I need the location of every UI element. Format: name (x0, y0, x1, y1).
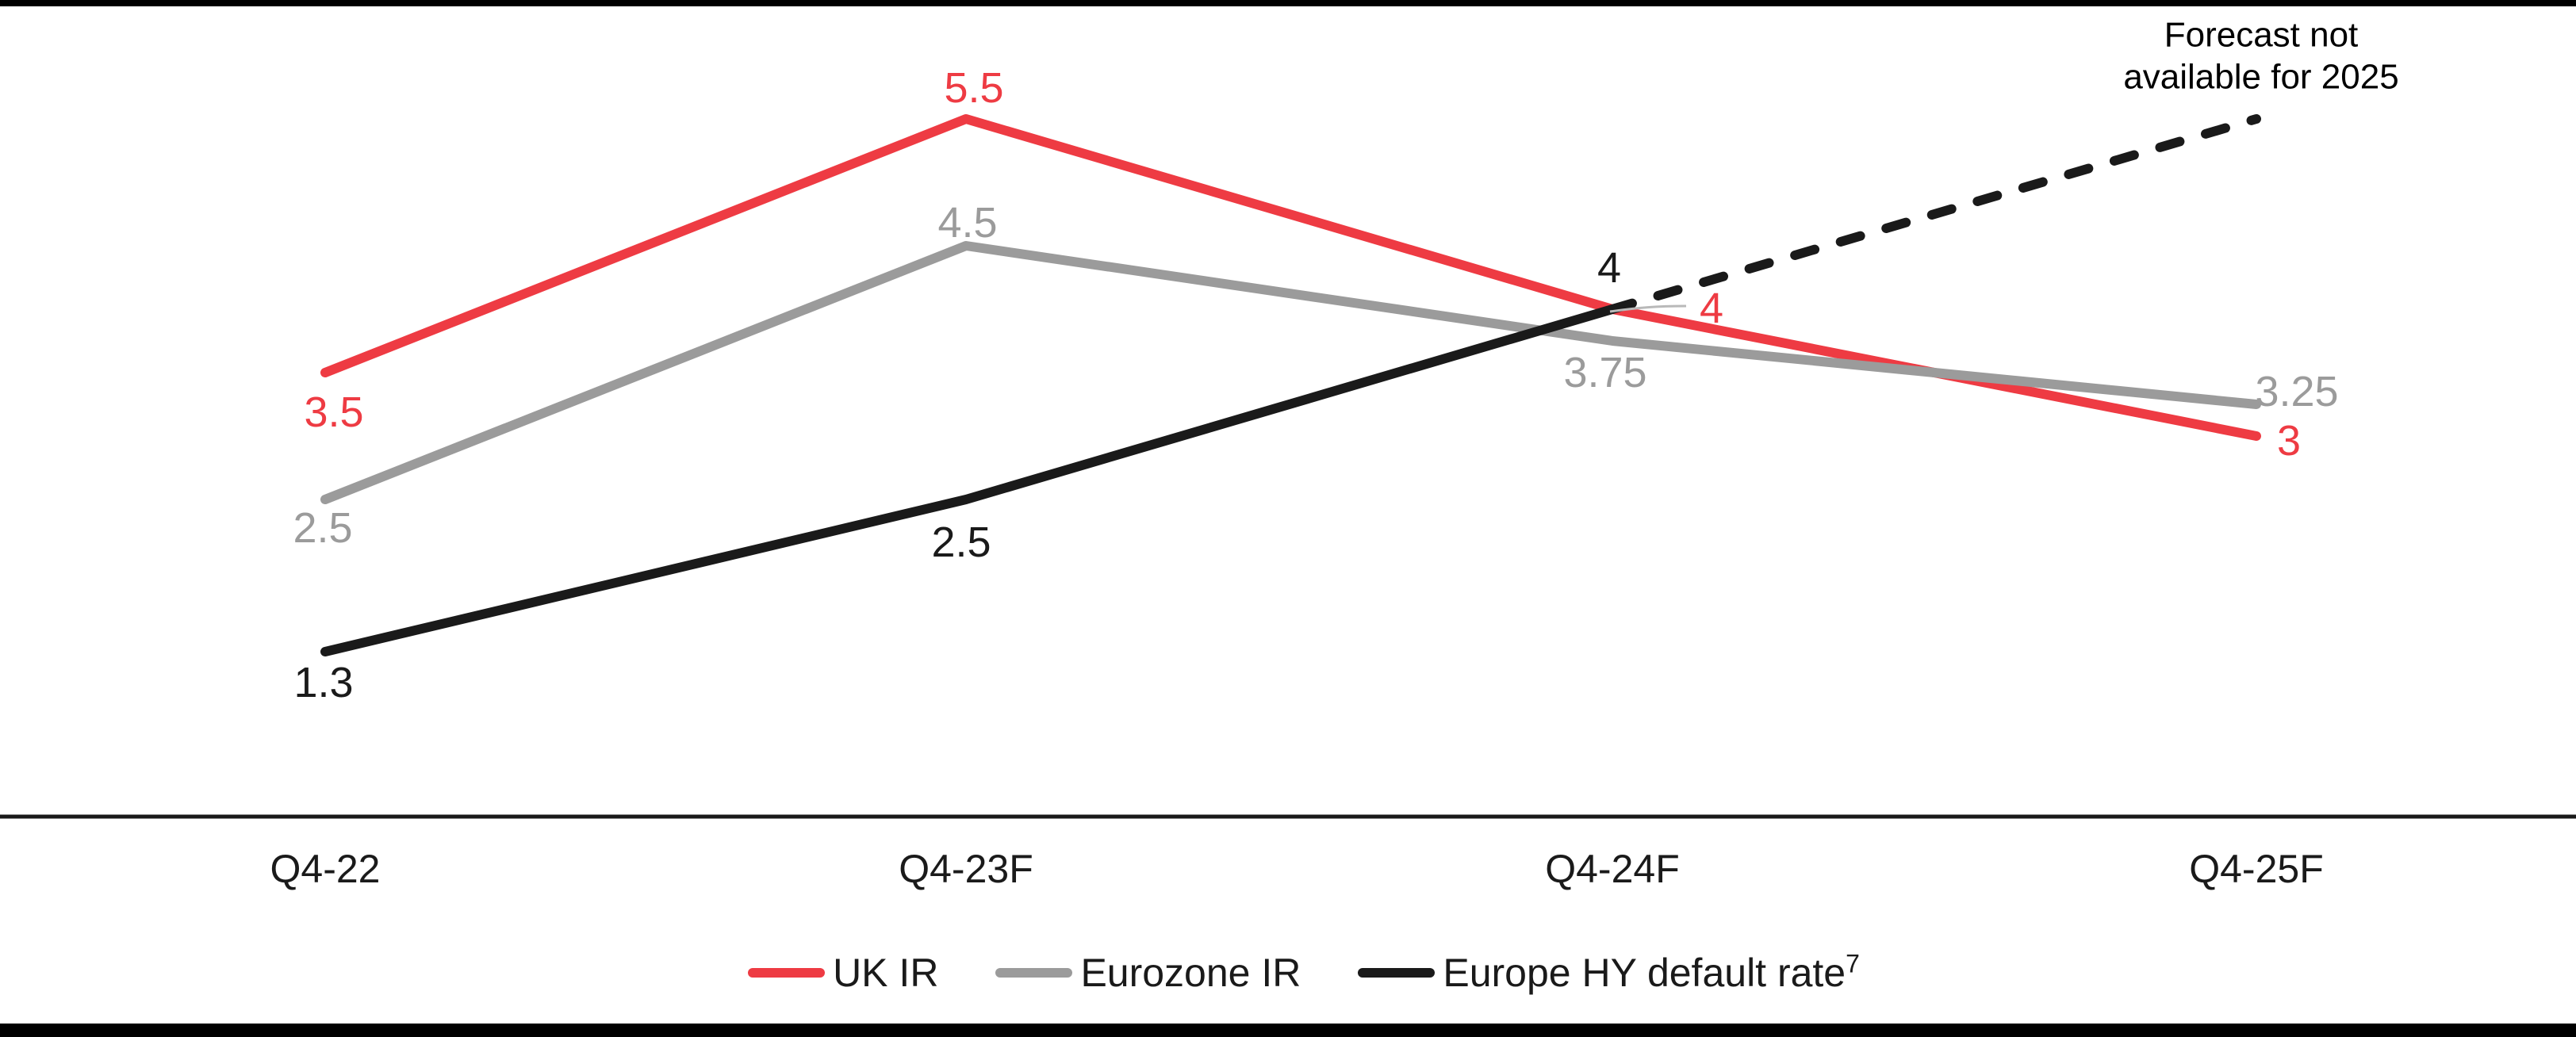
data-label: 4 (1700, 285, 1723, 332)
data-label: 3.5 (304, 388, 363, 436)
data-label: 3.25 (2255, 368, 2338, 415)
label-leader-line (1609, 304, 1687, 313)
legend-label: Europe HY default rate7 (1443, 949, 1860, 995)
data-label: 2.5 (293, 504, 352, 552)
x-axis-label: Q4-23F (899, 847, 1033, 891)
legend-label-superscript: 7 (1846, 949, 1860, 978)
x-axis-label: Q4-24F (1545, 847, 1680, 891)
data-label: 1.3 (293, 659, 353, 706)
data-label: 4.5 (937, 199, 997, 247)
forecast-dashed-line (1608, 114, 2261, 314)
x-axis-label: Q4-22 (270, 847, 381, 891)
legend-item-europe-hy-default-rate: Europe HY default rate7 (1358, 950, 1860, 996)
data-label: 2.5 (931, 518, 991, 566)
legend-swatch (1358, 968, 1436, 978)
forecast-annotation: available for 2025 (2123, 58, 2398, 97)
legend: UK IR Eurozone IR Europe HY default rate7 (0, 950, 2576, 996)
x-axis-label: Q4-25F (2189, 847, 2324, 891)
legend-swatch (748, 968, 826, 978)
legend-label: UK IR (833, 951, 939, 995)
series-line-eurozone-ir (320, 241, 2261, 504)
data-label: 4 (1597, 244, 1621, 292)
top-border-bar (0, 0, 2576, 6)
data-label: 3.75 (1563, 349, 1646, 396)
legend-item-eurozone-ir: Eurozone IR (995, 950, 1301, 996)
legend-label: Eurozone IR (1080, 951, 1301, 995)
forecast-annotation: Forecast not (2164, 16, 2359, 55)
data-label: 3 (2277, 417, 2301, 465)
bottom-border-bar (0, 1024, 2576, 1037)
legend-swatch (995, 968, 1073, 978)
series-line-europe-hy-default-rate (320, 304, 1617, 656)
data-label: 5.5 (944, 64, 1003, 112)
legend-item-uk-ir: UK IR (748, 950, 938, 996)
